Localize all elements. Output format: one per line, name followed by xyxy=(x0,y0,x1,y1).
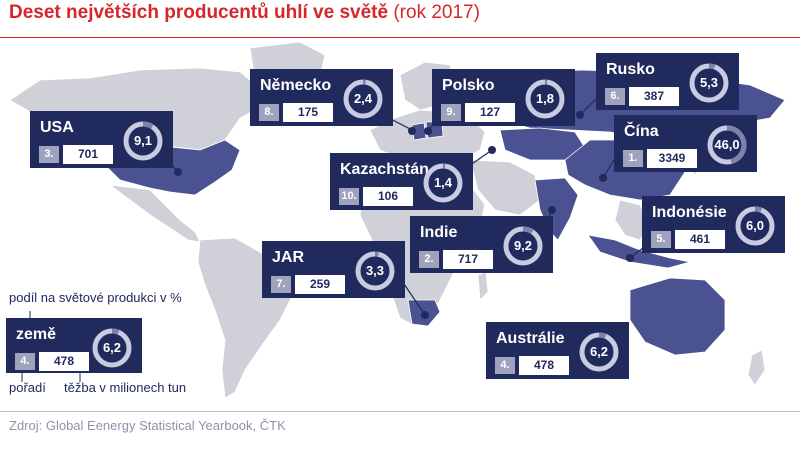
share-value: 5,3 xyxy=(699,75,719,90)
share-value: 2,4 xyxy=(353,91,373,106)
share-ring xyxy=(689,63,729,103)
production-value: 478 xyxy=(519,356,569,375)
rank-badge: 10. xyxy=(339,188,359,205)
production-value: 127 xyxy=(465,103,515,122)
share-ring-fill xyxy=(343,79,383,119)
share-ring xyxy=(579,332,619,372)
share-ring xyxy=(707,125,747,165)
germany-shape xyxy=(411,122,427,141)
share-value: 9,1 xyxy=(133,133,153,148)
share-value: 9,2 xyxy=(513,238,533,253)
production-value: 478 xyxy=(39,352,89,371)
legend-share-label: podíl na světové produkci v % xyxy=(9,290,182,305)
country-name: země xyxy=(16,326,57,343)
australia-shape xyxy=(629,277,726,356)
country-box-indonesia: Indonésie 5. 461 6,0 xyxy=(642,196,785,253)
share-value: 1,4 xyxy=(433,175,453,190)
country-box-india: Indie 2. 717 9,2 xyxy=(410,216,553,273)
share-ring-fill xyxy=(355,251,395,291)
production-value: 3349 xyxy=(647,149,697,168)
russia-marker xyxy=(576,111,584,119)
country-box-poland: Polsko 9. 127 1,8 xyxy=(432,69,575,126)
share-ring xyxy=(355,251,395,291)
rank-badge: 4. xyxy=(15,353,35,370)
share-ring xyxy=(423,163,463,203)
india-marker xyxy=(548,206,556,214)
source-note: Zdroj: Global Eenergy Statistical Yearbo… xyxy=(9,418,286,433)
kazakhstan-marker xyxy=(488,146,496,154)
share-ring-fill xyxy=(579,332,619,372)
production-value: 461 xyxy=(675,230,725,249)
rank-badge: 5. xyxy=(651,231,671,248)
south-africa-marker xyxy=(421,311,429,319)
rank-badge: 9. xyxy=(441,104,461,121)
country-name: Kazachstán xyxy=(340,161,429,178)
country-name: Čína xyxy=(624,123,659,140)
share-ring xyxy=(735,206,775,246)
new-zealand-shape xyxy=(747,349,766,386)
country-name: Německo xyxy=(260,77,332,94)
production-value: 717 xyxy=(443,250,493,269)
share-ring xyxy=(123,121,163,161)
rank-badge: 8. xyxy=(259,104,279,121)
country-box-usa: USA 3. 701 9,1 xyxy=(30,111,173,168)
share-ring-fill xyxy=(503,226,543,266)
page-title: Deset největších producentů uhlí ve svět… xyxy=(9,2,480,23)
rank-badge: 1. xyxy=(623,150,643,167)
share-ring-fill xyxy=(92,328,132,368)
share-ring xyxy=(92,328,132,368)
share-value: 46,0 xyxy=(714,137,740,152)
production-value: 701 xyxy=(63,145,113,164)
title-divider xyxy=(0,37,800,38)
share-value: 6,2 xyxy=(589,344,609,359)
country-name: USA xyxy=(40,119,74,136)
country-name: Polsko xyxy=(442,77,495,94)
legend-production-label: těžba v milionech tun xyxy=(64,380,187,395)
country-box-south-africa: JAR 7. 259 3,3 xyxy=(262,241,405,298)
country-box-germany: Německo 8. 175 2,4 xyxy=(250,69,393,126)
legend-box: země 4. 478 6,2 xyxy=(6,318,142,373)
legend-rank-label: pořadí xyxy=(9,380,46,395)
share-ring-fill xyxy=(735,206,775,246)
share-ring-fill xyxy=(423,163,463,203)
share-ring xyxy=(343,79,383,119)
rank-badge: 2. xyxy=(419,251,439,268)
country-box-russia: Rusko 6. 387 5,3 xyxy=(596,53,739,110)
country-name: Rusko xyxy=(606,61,655,78)
share-ring-fill xyxy=(525,79,565,119)
country-box-china: Čína 1. 3349 46,0 xyxy=(614,115,757,172)
production-value: 259 xyxy=(295,275,345,294)
country-name: Indonésie xyxy=(652,204,727,221)
rank-badge: 7. xyxy=(271,276,291,293)
share-ring xyxy=(503,226,543,266)
production-value: 175 xyxy=(283,103,333,122)
country-box-kazakhstan: Kazachstán 10. 106 1,4 xyxy=(330,153,473,210)
indonesia-marker xyxy=(626,254,634,262)
madagascar-shape xyxy=(477,271,489,301)
share-value: 1,8 xyxy=(535,91,555,106)
share-ring xyxy=(525,79,565,119)
share-value: 6,2 xyxy=(102,340,122,355)
country-box-australia: Austrálie 4. 478 6,2 xyxy=(486,322,629,379)
production-value: 106 xyxy=(363,187,413,206)
rank-badge: 6. xyxy=(605,88,625,105)
share-value: 3,3 xyxy=(365,263,385,278)
country-name: Austrálie xyxy=(496,330,565,347)
share-ring-fill xyxy=(689,63,729,103)
share-ring-fill xyxy=(707,125,747,165)
rank-badge: 4. xyxy=(495,357,515,374)
footer-divider xyxy=(0,411,800,412)
germany-marker xyxy=(408,127,416,135)
rank-badge: 3. xyxy=(39,146,59,163)
country-name: JAR xyxy=(272,249,305,266)
share-ring-fill xyxy=(123,121,163,161)
poland-marker xyxy=(424,127,432,135)
usa-marker xyxy=(174,168,182,176)
production-value: 387 xyxy=(629,87,679,106)
china-marker xyxy=(599,174,607,182)
country-name: Indie xyxy=(420,224,458,241)
share-value: 6,0 xyxy=(745,218,765,233)
